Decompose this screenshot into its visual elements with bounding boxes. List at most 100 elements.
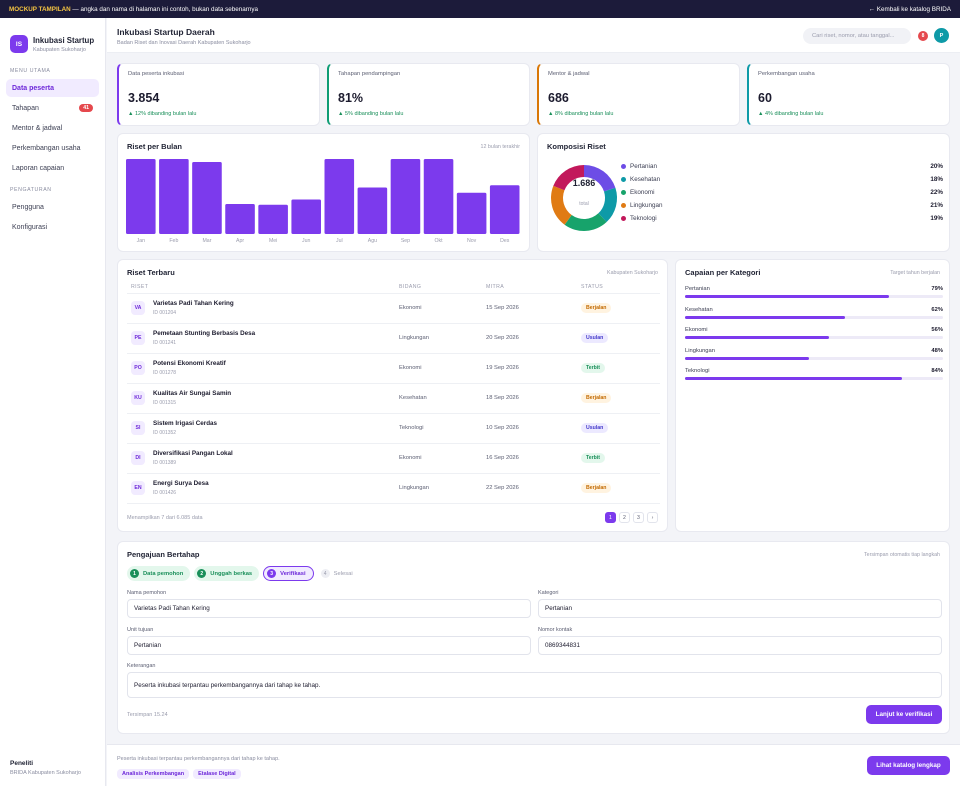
capaian-label: Pertanian bbox=[685, 286, 710, 292]
notification-badge[interactable]: 8 bbox=[918, 31, 928, 41]
bar-sep[interactable] bbox=[390, 159, 421, 234]
pengajuan-bertahap-card: Pengajuan Bertahap Tersimpan otomatis ti… bbox=[117, 541, 950, 734]
slice-kesehatan[interactable] bbox=[598, 187, 617, 223]
bar-jan[interactable] bbox=[126, 159, 156, 234]
bar-jul[interactable] bbox=[324, 159, 355, 234]
row-bidang: Lingkungan bbox=[399, 473, 486, 504]
step-number: 4 bbox=[320, 569, 330, 578]
bar-des[interactable] bbox=[489, 185, 520, 234]
sidebar-item-perkembangan[interactable]: Perkembangan usaha bbox=[6, 139, 99, 157]
slice-teknologi[interactable] bbox=[553, 165, 584, 191]
page-button[interactable]: 2 bbox=[619, 512, 630, 523]
table-row[interactable]: VA Varietas Padi Tahan Kering ID 001204 Eko… bbox=[127, 293, 660, 324]
banner-message: MOCKUP TAMPILAN — angka dan nama di hala… bbox=[9, 6, 258, 13]
step-number: 1 bbox=[130, 569, 139, 578]
form-title: Pengajuan Bertahap bbox=[127, 550, 200, 559]
step-unggah-berkas[interactable]: 2 Unggah berkas bbox=[194, 566, 260, 581]
status-badge: Usulan bbox=[581, 333, 609, 343]
row-id: ID 001352 bbox=[153, 430, 177, 436]
chip-etalase[interactable]: Etalase Digital bbox=[193, 769, 241, 779]
row-title[interactable]: Diversifikasi Pangan Lokal bbox=[153, 450, 233, 457]
komposisi-riset-card: Komposisi Riset 1.686 total Pertanian 20%… bbox=[537, 133, 950, 252]
step-label: Unggah berkas bbox=[210, 570, 253, 577]
row-title[interactable]: Kualitas Air Sungai Samin bbox=[153, 390, 232, 397]
table-row[interactable]: SI Sistem Irigasi Cerdas ID 001352 Teknolog… bbox=[127, 413, 660, 444]
table-note: Kabupaten Sukoharjo bbox=[607, 270, 658, 276]
lihat-katalog-button[interactable]: Lihat katalog lengkap bbox=[867, 756, 950, 775]
table-row[interactable]: EN Energi Surya Desa ID 001426 Lingkungan 22… bbox=[127, 473, 660, 504]
row-id: ID 001389 bbox=[153, 460, 177, 466]
kategori-label: Kategori bbox=[538, 590, 559, 596]
step-data-pemohon[interactable]: 1 Data pemohon bbox=[127, 566, 191, 581]
chip-analisis[interactable]: Analisis Perkembangan bbox=[117, 769, 190, 779]
kontak-field[interactable]: 0869344831 bbox=[538, 636, 942, 655]
row-id: ID 001278 bbox=[153, 370, 177, 376]
kategori-field[interactable]: Pertanian bbox=[538, 599, 942, 618]
bar-agu[interactable] bbox=[357, 187, 388, 235]
sidebar-item-pengguna[interactable]: Pengguna bbox=[6, 198, 99, 216]
donut-total-label: total bbox=[579, 201, 589, 207]
bar-apr[interactable] bbox=[225, 204, 255, 234]
row-avatar: VA bbox=[131, 301, 145, 315]
row-avatar: KU bbox=[131, 391, 145, 405]
sidebar-section-settings: PENGATURAN bbox=[10, 187, 52, 193]
search-input[interactable]: Cari riset, nomor, atau tanggal... bbox=[803, 28, 911, 44]
page-button[interactable]: 3 bbox=[633, 512, 644, 523]
row-mitra: 20 Sep 2026 bbox=[486, 323, 581, 354]
kontak-label: Nomor kontak bbox=[538, 627, 573, 633]
row-title[interactable]: Energi Surya Desa bbox=[153, 480, 209, 487]
stat-label: Mentor & jadwal bbox=[548, 71, 590, 77]
page-button[interactable]: 1 bbox=[605, 512, 616, 523]
avatar[interactable]: P bbox=[934, 28, 949, 43]
column-header[interactable]: RISET bbox=[127, 282, 399, 294]
brand-subtitle: Kabupaten Sukoharjo bbox=[33, 46, 86, 53]
bar-okt[interactable] bbox=[423, 159, 454, 234]
legend-swatch bbox=[621, 163, 626, 169]
sidebar-item-tahapan[interactable]: Tahapan 41 bbox=[6, 99, 99, 117]
lanjut-verifikasi-button[interactable]: Lanjut ke verifikasi bbox=[866, 705, 942, 724]
row-mitra: 18 Sep 2026 bbox=[486, 383, 581, 414]
row-title[interactable]: Varietas Padi Tahan Kering bbox=[153, 300, 234, 307]
bar-chart-note: 12 bulan terakhir bbox=[480, 144, 520, 150]
progress-track bbox=[685, 356, 943, 360]
row-title[interactable]: Sistem Irigasi Cerdas bbox=[153, 420, 218, 427]
column-header[interactable]: STATUS bbox=[581, 282, 660, 294]
back-to-catalog-link[interactable]: ← Kembali ke katalog BRIDA bbox=[868, 5, 951, 13]
row-title[interactable]: Pemetaan Stunting Berbasis Desa bbox=[153, 330, 256, 337]
slice-pertanian[interactable] bbox=[584, 165, 616, 192]
row-bidang: Kesehatan bbox=[399, 383, 486, 414]
nama-field[interactable]: Varietas Padi Tahan Kering bbox=[127, 599, 531, 618]
x-tick-label: Jan bbox=[137, 238, 145, 244]
bar-jun[interactable] bbox=[291, 199, 321, 235]
sidebar-item-data-peserta[interactable]: Data peserta bbox=[6, 79, 99, 97]
row-title[interactable]: Potensi Ekonomi Kreatif bbox=[153, 360, 226, 367]
slice-ekonomi[interactable] bbox=[564, 213, 607, 231]
bar-feb[interactable] bbox=[159, 159, 189, 234]
slice-lingkungan[interactable] bbox=[551, 185, 572, 225]
column-header[interactable]: MITRA bbox=[486, 282, 581, 294]
step-verifikasi[interactable]: 3 Verifikasi bbox=[263, 566, 314, 581]
sidebar-item-konfigurasi[interactable]: Konfigurasi bbox=[6, 218, 99, 236]
next-page-button[interactable]: › bbox=[647, 512, 658, 523]
table-row[interactable]: PO Potensi Ekonomi Kreatif ID 001278 Ekonom… bbox=[127, 353, 660, 384]
unit-field[interactable]: Pertanian bbox=[127, 636, 531, 655]
sidebar-item-mentor[interactable]: Mentor & jadwal bbox=[6, 119, 99, 137]
table-header-row: RISET BIDANG MITRA STATUS bbox=[127, 282, 660, 294]
table-row[interactable]: DI Diversifikasi Pangan Lokal ID 001389 Eko… bbox=[127, 443, 660, 474]
bar-mei[interactable] bbox=[258, 204, 288, 234]
keterangan-textarea[interactable]: Peserta inkubasi terpantau perkembangann… bbox=[127, 672, 942, 698]
column-header[interactable]: BIDANG bbox=[399, 282, 486, 294]
table-row[interactable]: KU Kualitas Air Sungai Samin ID 001315 Kese… bbox=[127, 383, 660, 414]
x-tick-label: Mei bbox=[269, 238, 277, 244]
row-id: ID 001426 bbox=[153, 490, 177, 496]
footer-chips: Analisis Perkembangan Etalase Digital bbox=[117, 769, 245, 779]
step-selesai[interactable]: 4 Selesai bbox=[318, 566, 360, 581]
legend-swatch bbox=[621, 202, 626, 208]
table-row[interactable]: PE Pemetaan Stunting Berbasis Desa ID 0012… bbox=[127, 323, 660, 354]
sidebar-item-laporan[interactable]: Laporan capaian bbox=[6, 159, 99, 177]
legend-value: 20% bbox=[930, 162, 943, 170]
bar-mar[interactable] bbox=[192, 162, 222, 234]
status-badge: Terbit bbox=[581, 453, 606, 463]
bar-nov[interactable] bbox=[456, 192, 487, 234]
legend-label: Ekonomi bbox=[630, 188, 655, 196]
